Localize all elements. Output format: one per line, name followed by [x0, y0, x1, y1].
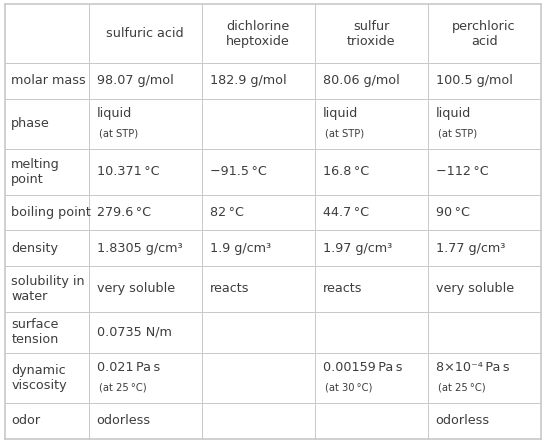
Text: (at 25 °C): (at 25 °C): [438, 383, 485, 393]
Text: solubility in
water: solubility in water: [11, 275, 85, 303]
Text: boiling point: boiling point: [11, 206, 91, 219]
Text: (at 25 °C): (at 25 °C): [99, 383, 147, 393]
Text: melting
point: melting point: [11, 158, 60, 186]
Text: 8×10⁻⁴ Pa s: 8×10⁻⁴ Pa s: [436, 361, 509, 374]
Text: liquid: liquid: [323, 107, 358, 120]
Text: (at STP): (at STP): [99, 129, 138, 139]
Text: perchloric
acid: perchloric acid: [452, 20, 516, 48]
Text: 1.9 g/cm³: 1.9 g/cm³: [210, 241, 271, 255]
Text: 82 °C: 82 °C: [210, 206, 244, 219]
Text: odorless: odorless: [97, 414, 151, 427]
Text: surface
tension: surface tension: [11, 318, 58, 346]
Text: 1.97 g/cm³: 1.97 g/cm³: [323, 241, 392, 255]
Text: 90 °C: 90 °C: [436, 206, 470, 219]
Text: 0.021 Pa s: 0.021 Pa s: [97, 361, 160, 374]
Text: molar mass: molar mass: [11, 74, 86, 87]
Text: −91.5 °C: −91.5 °C: [210, 165, 266, 178]
Text: liquid: liquid: [97, 107, 132, 120]
Text: −112 °C: −112 °C: [436, 165, 488, 178]
Text: 0.00159 Pa s: 0.00159 Pa s: [323, 361, 402, 374]
Text: 80.06 g/mol: 80.06 g/mol: [323, 74, 399, 87]
Text: (at 30 °C): (at 30 °C): [325, 383, 372, 393]
Text: dynamic
viscosity: dynamic viscosity: [11, 364, 67, 392]
Text: liquid: liquid: [436, 107, 471, 120]
Text: 98.07 g/mol: 98.07 g/mol: [97, 74, 174, 87]
Text: 44.7 °C: 44.7 °C: [323, 206, 369, 219]
Text: odor: odor: [11, 414, 40, 427]
Text: 16.8 °C: 16.8 °C: [323, 165, 369, 178]
Text: (at STP): (at STP): [325, 129, 364, 139]
Text: very soluble: very soluble: [97, 282, 175, 295]
Text: 0.0735 N/m: 0.0735 N/m: [97, 326, 171, 339]
Text: sulfuric acid: sulfuric acid: [106, 27, 184, 40]
Text: 279.6 °C: 279.6 °C: [97, 206, 151, 219]
Text: 1.8305 g/cm³: 1.8305 g/cm³: [97, 241, 182, 255]
Text: odorless: odorless: [436, 414, 490, 427]
Text: 10.371 °C: 10.371 °C: [97, 165, 159, 178]
Text: sulfur
trioxide: sulfur trioxide: [347, 20, 395, 48]
Text: 100.5 g/mol: 100.5 g/mol: [436, 74, 512, 87]
Text: dichlorine
heptoxide: dichlorine heptoxide: [227, 20, 290, 48]
Text: phase: phase: [11, 117, 50, 130]
Text: reacts: reacts: [210, 282, 249, 295]
Text: density: density: [11, 241, 58, 255]
Text: very soluble: very soluble: [436, 282, 514, 295]
Text: 1.77 g/cm³: 1.77 g/cm³: [436, 241, 505, 255]
Text: reacts: reacts: [323, 282, 362, 295]
Text: (at STP): (at STP): [438, 129, 477, 139]
Text: 182.9 g/mol: 182.9 g/mol: [210, 74, 286, 87]
